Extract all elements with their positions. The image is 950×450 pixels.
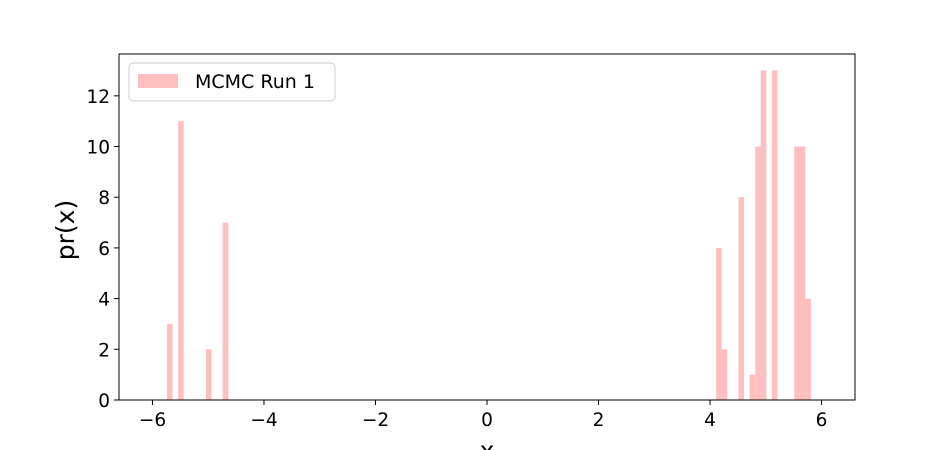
histogram-bar bbox=[738, 197, 745, 400]
y-tick-label: 0 bbox=[98, 391, 110, 412]
histogram-bar bbox=[749, 374, 756, 400]
x-tick-label: −2 bbox=[362, 410, 389, 431]
y-tick-label: 10 bbox=[86, 138, 110, 159]
y-tick-label: 8 bbox=[98, 188, 110, 209]
legend: MCMC Run 1 bbox=[128, 62, 336, 102]
histogram-bar bbox=[716, 247, 722, 400]
x-tick-label: 6 bbox=[816, 410, 828, 431]
y-axis-label: pr(x) bbox=[51, 200, 80, 260]
legend-label: MCMC Run 1 bbox=[195, 71, 315, 93]
histogram-bar bbox=[760, 70, 767, 400]
y-tick-label: 2 bbox=[98, 340, 110, 361]
x-tick-label: 4 bbox=[704, 410, 716, 431]
y-tick-label: 6 bbox=[98, 239, 110, 260]
histogram-bar bbox=[805, 298, 811, 400]
x-tick-label: −6 bbox=[139, 410, 166, 431]
x-tick-label: 0 bbox=[481, 410, 493, 431]
histogram-bar bbox=[178, 121, 184, 401]
histogram-bar bbox=[721, 349, 728, 400]
legend-frame bbox=[128, 62, 336, 102]
x-axis: −6 −4 −2 0 2 4 6 bbox=[139, 400, 828, 431]
y-tick-label: 4 bbox=[98, 290, 110, 311]
histogram-bar bbox=[166, 323, 173, 400]
histogram-bar bbox=[205, 349, 212, 400]
histogram-bar bbox=[799, 146, 806, 400]
histogram-bar bbox=[222, 222, 229, 400]
histogram-bar bbox=[755, 146, 761, 400]
histogram-bar bbox=[794, 146, 800, 400]
x-tick-label: −4 bbox=[250, 410, 277, 431]
bars-group bbox=[166, 70, 811, 401]
legend-swatch bbox=[138, 74, 178, 88]
x-axis-label: x bbox=[480, 436, 495, 450]
x-tick-label: 2 bbox=[593, 410, 605, 431]
y-tick-label: 12 bbox=[86, 87, 110, 108]
plot-area-frame bbox=[118, 53, 856, 401]
histogram-bar bbox=[771, 70, 778, 400]
y-axis: 0 2 4 6 8 10 12 bbox=[86, 87, 119, 412]
